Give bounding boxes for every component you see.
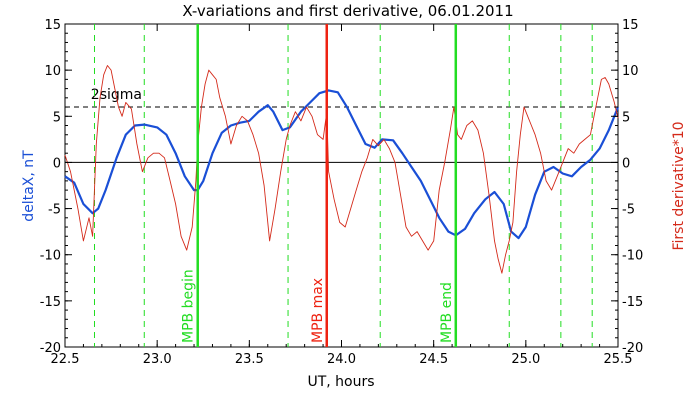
plot-frame: [64, 23, 619, 348]
y-tick-label-left: -10: [40, 249, 61, 264]
y-tick-label-right: -15: [622, 295, 643, 310]
x-tick-label: 23.0: [143, 352, 172, 367]
y-tick-label-left: 5: [53, 110, 61, 125]
series-deltaX-line: [64, 89, 620, 240]
y-tick-label-left: -15: [40, 295, 61, 310]
y-tick-label-right: 5: [622, 110, 630, 125]
y-tick-label-left: -5: [48, 203, 61, 218]
y-tick-label-left: 15: [44, 18, 61, 33]
chart-title: X-variations and first derivative, 06.01…: [182, 2, 513, 20]
phase-marker-max-label: MPB max: [310, 278, 326, 343]
y-tick-label-right: 10: [622, 64, 639, 79]
x-tick-label: 24.0: [327, 352, 356, 367]
y-tick-label-right: -5: [622, 203, 635, 218]
x-tick-label: 23.5: [235, 352, 264, 367]
y-tick-label-left: -20: [40, 341, 61, 356]
x-tick-label: 25.5: [604, 352, 633, 367]
y-axis-label-left: deltaX, nT: [21, 150, 37, 222]
y-axis-label-right: First derivative*10: [671, 121, 687, 250]
y-tick-label-right: -10: [622, 249, 643, 264]
x-tick-label: 24.5: [419, 352, 448, 367]
y-tick-label-right: -20: [622, 341, 643, 356]
y-tick-label-left: 10: [44, 64, 61, 79]
x-tick-label: 25.0: [511, 352, 540, 367]
phase-marker-begin-label: MPB begin: [181, 269, 197, 343]
phase-marker-end-label: MPB end: [439, 282, 455, 343]
y-tick-label-right: 15: [622, 18, 639, 33]
x-tick-label: 22.5: [51, 352, 80, 367]
y-tick-label-right: 0: [622, 156, 630, 171]
x-axis-label: UT, hours: [307, 374, 374, 390]
y-tick-label-left: 0: [53, 156, 61, 171]
series-derivative-line: [64, 65, 619, 274]
